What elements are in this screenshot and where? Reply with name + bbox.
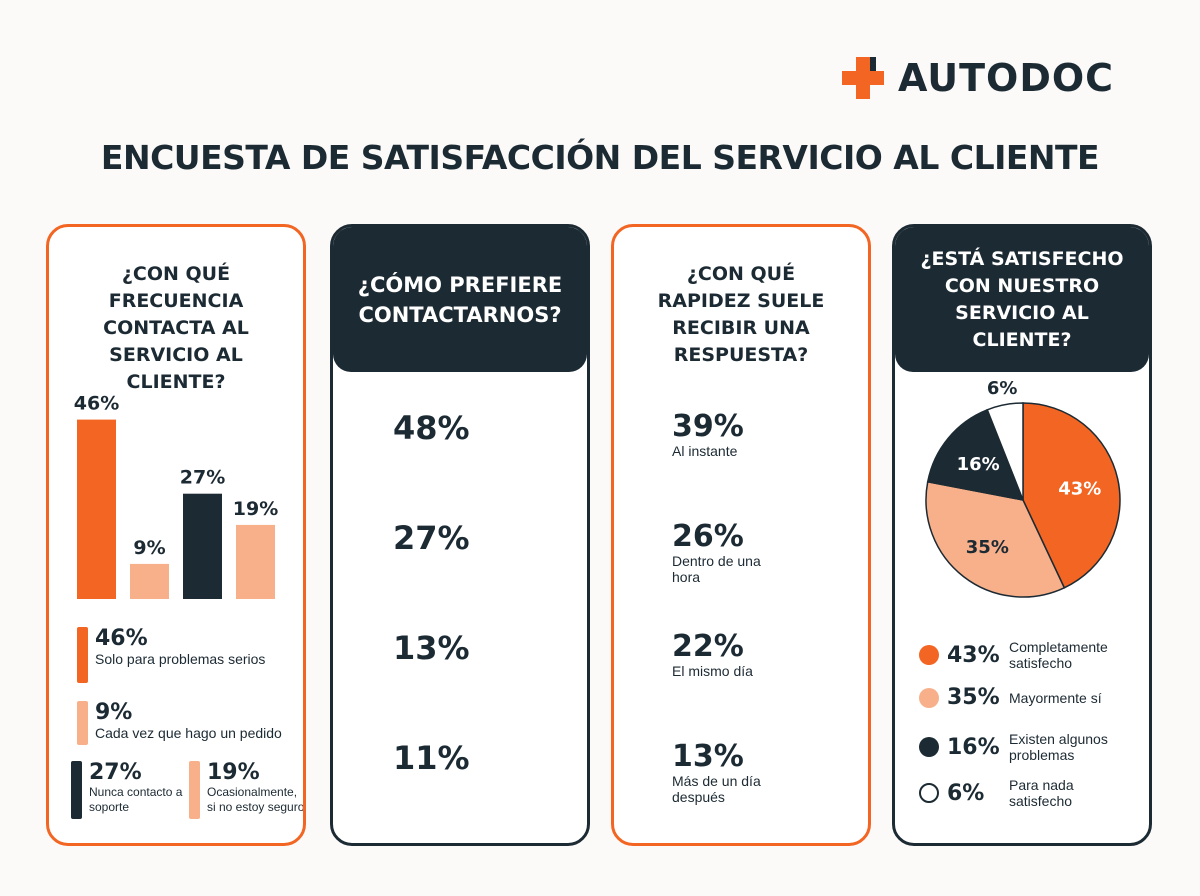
legend-dot xyxy=(919,737,939,757)
bar-chart: 46% 9% 27% 19% xyxy=(74,393,278,599)
pie-slice xyxy=(925,480,1066,598)
legend-swatch xyxy=(77,627,88,683)
response-percent: 26% xyxy=(672,519,744,554)
response-label: El mismo día xyxy=(672,663,753,679)
legend-value: 27% xyxy=(89,760,142,785)
bar xyxy=(183,493,222,599)
response-option: 13% Más de un día después xyxy=(650,727,768,806)
panel-question: ¿CÓMO PREFIERE CONTACTARNOS? xyxy=(357,272,563,327)
legend-item: 16% Existen algunos problemas xyxy=(919,731,1139,763)
legend-label: Existen algunos problemas xyxy=(1009,731,1108,763)
legend-label: Nunca contacto a soporte xyxy=(89,785,183,814)
panel-contact-preference: ¿CÓMO PREFIERE CONTACTARNOS? 48% 27% 13% 11… xyxy=(330,224,590,846)
pie-chart: 43% 35% 16% 6% xyxy=(925,378,1121,598)
legend-swatch xyxy=(189,761,200,819)
legend-dot xyxy=(919,687,939,708)
legend-value: 16% xyxy=(947,734,1000,760)
response-label: Al instante xyxy=(672,443,738,459)
response-percent: 22% xyxy=(672,629,744,664)
bar-value-label: 19% xyxy=(233,498,278,520)
response-label: Más de un día después xyxy=(672,773,761,805)
response-percent: 13% xyxy=(672,739,744,774)
pie-value-label: 16% xyxy=(957,454,1000,475)
plus-logo-icon xyxy=(842,57,884,99)
legend-item: 6% Para nada satisfecho xyxy=(919,777,1139,809)
contact-percent: 11% xyxy=(393,739,470,777)
legend-item: 9% Cada vez que hago un pedido xyxy=(77,700,303,745)
bar xyxy=(130,563,169,599)
legend-label: Cada vez que hago un pedido xyxy=(95,725,282,741)
legend-swatch xyxy=(71,761,82,819)
panel-question: ¿CON QUÉ FRECUENCIA CONTACTA AL SERVICIO… xyxy=(103,263,249,393)
panel-question: ¿CON QUÉ RAPIDEZ SUELE RECIBIR UNA RESPU… xyxy=(657,263,825,366)
legend-item: 35% Mayormente sí xyxy=(919,685,1139,710)
legend-value: 9% xyxy=(95,700,133,725)
page-title: ENCUESTA DE SATISFACCIÓN DEL SERVICIO AL… xyxy=(100,138,1100,177)
bar-value-label: 46% xyxy=(74,393,119,415)
response-option: 22% El mismo día xyxy=(650,617,768,680)
pie-value-label: 6% xyxy=(987,378,1018,399)
contact-percent: 48% xyxy=(393,409,470,447)
legend-value: 19% xyxy=(207,760,260,785)
bar-value-label: 9% xyxy=(133,537,165,559)
contact-option: 13% xyxy=(371,629,470,667)
contact-percent: 13% xyxy=(393,629,470,667)
bar-value-label: 27% xyxy=(180,467,225,489)
legend-label: Solo para problemas serios xyxy=(95,651,266,667)
pie-value-label: 35% xyxy=(966,537,1009,558)
legend-dot xyxy=(919,645,939,665)
legend-label: Para nada satisfecho xyxy=(1009,777,1074,809)
bar xyxy=(77,419,116,599)
legend-label: Completamente satisfecho xyxy=(1009,639,1108,671)
contact-option: 11% xyxy=(371,739,470,777)
legend-item: 19% Ocasionalmente, si no estoy seguro xyxy=(189,760,305,819)
panel-question: ¿ESTÁ SATISFECHO CON NUESTRO SERVICIO AL… xyxy=(920,247,1124,351)
legend-value: 46% xyxy=(95,626,148,651)
pie-slice xyxy=(986,402,1024,501)
response-label: Dentro de una hora xyxy=(672,553,761,585)
pie-value-label: 43% xyxy=(1058,478,1101,499)
contact-option: 48% xyxy=(371,409,470,447)
autodoc-logo: AUTODOC xyxy=(842,56,1114,100)
panel-contact-frequency: ¿CON QUÉ FRECUENCIA CONTACTA AL SERVICIO… xyxy=(46,224,306,846)
pie-slice xyxy=(926,408,1025,501)
legend-item: 46% Solo para problemas serios xyxy=(77,627,295,683)
panel-response-speed: ¿CON QUÉ RAPIDEZ SUELE RECIBIR UNA RESPU… xyxy=(611,224,871,846)
legend-label: Ocasionalmente, si no estoy seguro xyxy=(207,785,305,814)
brand-name: AUTODOC xyxy=(898,56,1115,100)
legend-value: 43% xyxy=(947,642,1000,668)
legend-value: 35% xyxy=(947,685,1000,710)
legend-swatch xyxy=(77,701,88,745)
response-option: 26% Dentro de una hora xyxy=(650,507,768,586)
panel-satisfaction: ¿ESTÁ SATISFECHO CON NUESTRO SERVICIO AL… xyxy=(892,224,1152,846)
contact-option: 27% xyxy=(371,519,470,557)
legend-item: 43% Completamente satisfecho xyxy=(919,639,1139,671)
legend-dot xyxy=(919,783,939,803)
response-option: 39% Al instante xyxy=(650,397,768,460)
contact-percent: 27% xyxy=(393,519,470,557)
legend-value: 6% xyxy=(947,780,985,806)
response-percent: 39% xyxy=(672,409,744,444)
pie-slice xyxy=(1022,402,1121,589)
legend-item: 27% Nunca contacto a soporte xyxy=(71,761,189,819)
legend-label: Mayormente sí xyxy=(1009,689,1102,706)
bar xyxy=(236,524,275,599)
